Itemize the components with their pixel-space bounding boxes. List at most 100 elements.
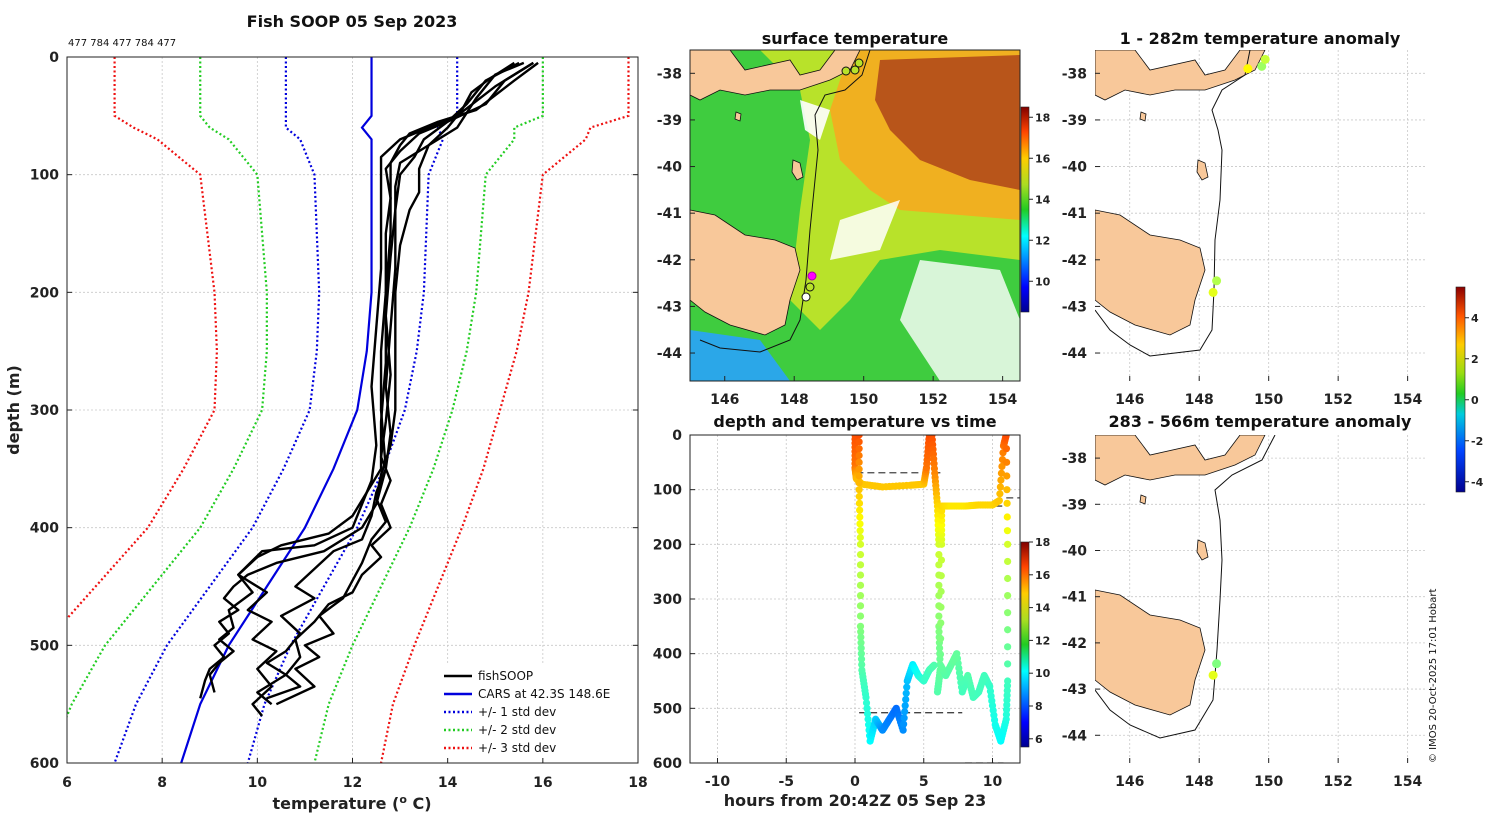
y-tick-label: 200 bbox=[653, 537, 682, 553]
colorbar-tick-label: 16 bbox=[1035, 152, 1051, 165]
sst-cloud bbox=[900, 260, 1020, 381]
king-island bbox=[1139, 111, 1147, 122]
track-point bbox=[901, 702, 909, 710]
lat-tick-label: -43 bbox=[1062, 682, 1087, 698]
track-point bbox=[855, 472, 863, 480]
track-point bbox=[862, 693, 870, 702]
anomaly-point bbox=[1260, 54, 1270, 64]
track-point bbox=[1002, 445, 1011, 453]
track-point bbox=[937, 662, 945, 670]
track-point bbox=[1002, 435, 1010, 439]
track-point bbox=[856, 506, 864, 514]
track-point bbox=[864, 715, 872, 723]
anomaly-colorbar-ticks: -4 -2 0 2 4 bbox=[1465, 312, 1484, 489]
depth-temperature-time-series: depth and temperature vs time -10 -5 0 5 100… bbox=[653, 412, 1051, 810]
track-point bbox=[903, 683, 911, 691]
surface-temperature-map: surface temperature 146 148 150 152 154 -38 -3… bbox=[657, 29, 1051, 408]
anomaly-point bbox=[1212, 659, 1222, 669]
colorbar-tick-label: -2 bbox=[1471, 435, 1483, 448]
colorbar-tick-label: 14 bbox=[1035, 193, 1051, 206]
sst-title: surface temperature bbox=[762, 29, 949, 48]
track-point bbox=[1004, 660, 1012, 668]
track-point bbox=[1003, 486, 1011, 494]
lat-tick-label: -44 bbox=[1062, 728, 1088, 744]
track-point bbox=[937, 587, 945, 596]
y-tick-label: 600 bbox=[653, 756, 682, 772]
x-tick-label: 14 bbox=[438, 775, 458, 791]
ts-title: depth and temperature vs time bbox=[713, 412, 996, 431]
lon-tick-label: 152 bbox=[1324, 392, 1353, 408]
lon-tick-label: 154 bbox=[1393, 774, 1422, 790]
std-dev-3-line bbox=[379, 57, 630, 763]
anom-bottom-title: 283 - 566m temperature anomaly bbox=[1109, 412, 1412, 431]
legend-label: +/- 1 std dev bbox=[478, 705, 556, 719]
legend-label: +/- 3 std dev bbox=[478, 741, 556, 755]
fishsoop-profile-line bbox=[237, 61, 534, 717]
std-dev-2-line bbox=[67, 57, 268, 719]
legend-box bbox=[438, 664, 628, 758]
track-point bbox=[856, 571, 865, 579]
colorbar-tick-label: 16 bbox=[1035, 569, 1051, 582]
std-dev-1-line bbox=[113, 57, 321, 763]
colorbar-tick-label: -4 bbox=[1471, 476, 1484, 489]
track-point bbox=[858, 661, 866, 669]
track-point bbox=[856, 513, 864, 521]
track-point bbox=[856, 540, 865, 548]
anom-top-map bbox=[1095, 50, 1266, 357]
std-dev-3-line bbox=[67, 57, 218, 621]
track-point bbox=[856, 622, 865, 630]
anomaly-point bbox=[1257, 61, 1267, 71]
colorbar-tick-label: 8 bbox=[1035, 700, 1043, 713]
track-point bbox=[855, 465, 863, 473]
colorbar-tick-label: 18 bbox=[1035, 536, 1050, 549]
copyright-text: © IMOS 20-Oct-2025 17:01 Hobart bbox=[1428, 588, 1439, 763]
track-point bbox=[900, 714, 908, 722]
lat-tick-label: -42 bbox=[1062, 253, 1087, 269]
lat-tick-label: -38 bbox=[1062, 66, 1087, 82]
track-point bbox=[855, 486, 863, 494]
sst-colorbar-ticks: 10 12 14 16 18 bbox=[1029, 111, 1051, 288]
track-point bbox=[899, 726, 907, 734]
lon-tick-label: 148 bbox=[780, 392, 809, 408]
colorbar-tick-label: 10 bbox=[1035, 275, 1051, 288]
track-point bbox=[857, 633, 865, 641]
lon-tick-label: 150 bbox=[1254, 392, 1283, 408]
lat-tick-label: -40 bbox=[1062, 543, 1088, 559]
std-dev-1-line bbox=[246, 57, 459, 763]
sst-drop-point bbox=[801, 292, 811, 302]
sst-image bbox=[690, 50, 1020, 381]
y-tick-label: 400 bbox=[30, 521, 59, 537]
track-point bbox=[863, 704, 871, 712]
anom-bottom-ticks: 146 148 150 152 154 -38 -39 -40 -41 -42 -43 -44 bbox=[1062, 451, 1423, 790]
track-point bbox=[856, 533, 864, 542]
track-point bbox=[937, 619, 945, 627]
lon-tick-label: 150 bbox=[1254, 774, 1283, 790]
lat-tick-label: -41 bbox=[1062, 206, 1087, 222]
sst-drop-point bbox=[841, 66, 851, 76]
track-point bbox=[1004, 557, 1012, 566]
y-tick-label: 0 bbox=[49, 50, 59, 66]
lat-tick-label: -39 bbox=[657, 113, 682, 129]
cars-mean-line bbox=[180, 57, 373, 763]
fishsoop-profile-line bbox=[199, 61, 539, 699]
flinders-island bbox=[1196, 539, 1209, 561]
profile-grid bbox=[66, 56, 639, 764]
anom-bottom-map bbox=[1095, 435, 1276, 739]
anomaly-point bbox=[1208, 287, 1218, 297]
legend-label: fishSOOP bbox=[478, 669, 533, 683]
flinders-island bbox=[791, 159, 804, 181]
track-point bbox=[937, 603, 945, 611]
lat-tick-label: -43 bbox=[657, 299, 682, 315]
track-point bbox=[1004, 540, 1012, 548]
profile-ticks: 6 8 10 12 14 16 18 0 100 200 300 400 500 600 bbox=[30, 50, 648, 791]
track-point bbox=[902, 695, 910, 704]
colorbar-tick-label: 0 bbox=[1471, 394, 1479, 407]
track-point bbox=[1004, 574, 1012, 583]
track-point bbox=[862, 699, 871, 707]
sst-current-location bbox=[807, 271, 817, 281]
tasmania bbox=[690, 209, 801, 336]
lat-tick-label: -42 bbox=[1062, 636, 1087, 652]
anom-top-points bbox=[1208, 54, 1270, 297]
y-tick-label: 100 bbox=[30, 168, 59, 184]
sst-cold-water bbox=[690, 330, 790, 381]
